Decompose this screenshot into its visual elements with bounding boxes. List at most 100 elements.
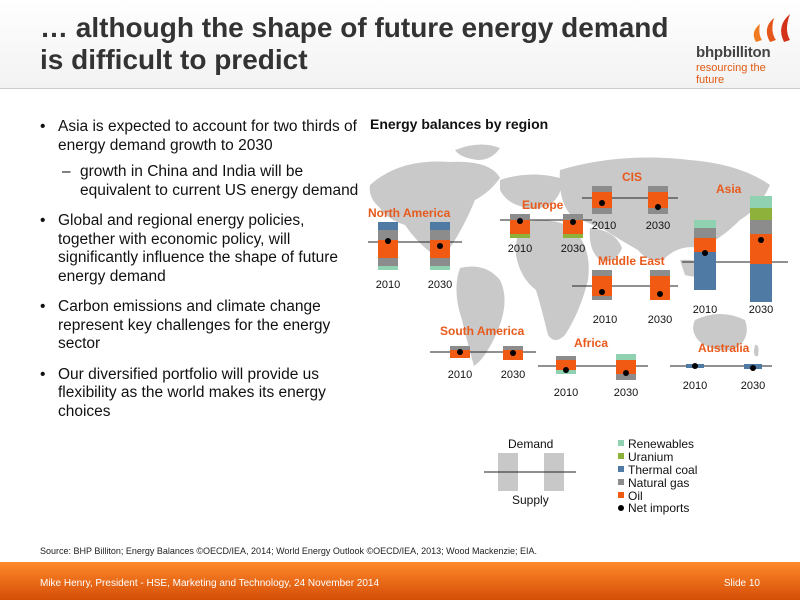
bullet-item: • Our diversified portfolio will provide … bbox=[40, 365, 326, 420]
bar-group-middle-east bbox=[592, 270, 670, 300]
legend-swatch-natural-gas bbox=[618, 479, 624, 485]
net-imports-marker bbox=[510, 350, 516, 356]
region-label-cis: CIS bbox=[622, 170, 642, 184]
energy-balance-map: North America Europe CIS Asia Middle Eas… bbox=[368, 144, 788, 515]
demand-supply-key: Demand Supply bbox=[484, 437, 576, 507]
bullet-text: Asia is expected to account for two thir… bbox=[58, 118, 357, 154]
bar-segment-renewables bbox=[694, 220, 716, 228]
bar-segment-gas bbox=[750, 220, 772, 234]
bar-segment-gas bbox=[648, 208, 668, 214]
year-label: 2010 bbox=[693, 304, 717, 316]
legend-label: Oil bbox=[628, 489, 643, 503]
region-label-australia: Australia bbox=[698, 341, 750, 355]
region-label-middle-east: Middle East bbox=[598, 254, 665, 268]
year-label: 2010 bbox=[508, 243, 532, 255]
bar-segment-gas bbox=[563, 214, 583, 220]
slide-footer: Mike Henry, President - HSE, Marketing a… bbox=[0, 562, 800, 600]
net-imports-marker bbox=[758, 237, 764, 243]
bar-segment-gas bbox=[450, 346, 470, 350]
bar-group-south-america bbox=[450, 346, 523, 360]
year-label: 2010 bbox=[448, 369, 472, 381]
bar-segment-gas bbox=[556, 356, 576, 360]
bar-segment-gas bbox=[592, 296, 612, 300]
bullet-item: • Carbon emissions and climate change rep… bbox=[40, 298, 331, 352]
bar-segment-coal bbox=[694, 252, 716, 290]
net-imports-marker bbox=[457, 349, 463, 355]
bullet-item: • Asia is expected to account for two thi… bbox=[40, 118, 357, 154]
net-imports-marker bbox=[563, 367, 569, 373]
net-imports-marker bbox=[599, 200, 605, 206]
bar-segment-coal bbox=[378, 222, 398, 230]
bar-segment-oil bbox=[563, 220, 583, 234]
year-label: 2010 bbox=[376, 279, 400, 291]
bar-segment-oil bbox=[648, 192, 668, 208]
sub-bullet-text: growth in China and India will be equiva… bbox=[80, 163, 359, 199]
bar-segment-gas bbox=[694, 228, 716, 238]
legend-swatch-thermal-coal bbox=[618, 466, 624, 472]
net-imports-marker bbox=[385, 238, 391, 244]
slide-header: … although the shape of future energy de… bbox=[0, 0, 800, 88]
net-imports-marker bbox=[702, 250, 708, 256]
bar-segment-gas bbox=[430, 230, 450, 240]
bar-group-cis bbox=[592, 186, 668, 214]
legend-swatch-uranium bbox=[618, 453, 624, 459]
bar-segment-gas bbox=[378, 230, 398, 240]
footer-presenter: Mike Henry, President - HSE, Marketing a… bbox=[40, 578, 380, 589]
logo-tagline: resourcing the future bbox=[696, 62, 766, 86]
bar-segment-oil bbox=[694, 238, 716, 252]
legend-swatch-renewables bbox=[618, 440, 624, 446]
region-label-africa: Africa bbox=[574, 336, 608, 350]
bar-segment-oil bbox=[750, 234, 772, 264]
year-label: 2010 bbox=[593, 314, 617, 326]
net-imports-marker bbox=[517, 218, 523, 224]
source-note: Source: BHP Billiton; Energy Balances ©O… bbox=[40, 546, 537, 556]
key-supply-label: Supply bbox=[512, 493, 549, 507]
bar-segment-renewables bbox=[378, 266, 398, 270]
bar-segment-uranium bbox=[750, 208, 772, 220]
year-label: 2030 bbox=[749, 304, 773, 316]
bar-segment-oil bbox=[510, 220, 530, 234]
legend-swatch-oil bbox=[618, 492, 624, 498]
bullet-list: • Asia is expected to account for two thi… bbox=[40, 118, 360, 433]
region-label-south-america: South America bbox=[440, 324, 525, 338]
bar-segment-gas bbox=[592, 186, 612, 192]
bar-segment-gas bbox=[430, 258, 450, 266]
bar-group-asia bbox=[694, 196, 772, 302]
net-imports-marker bbox=[750, 365, 756, 371]
bar-segment-oil bbox=[616, 360, 636, 374]
year-label: 2030 bbox=[646, 220, 670, 232]
year-label: 2030 bbox=[648, 314, 672, 326]
bar-segment-gas bbox=[650, 270, 670, 276]
bar-group-europe bbox=[510, 214, 583, 238]
bar-segment-oil bbox=[556, 360, 576, 370]
key-demand-label: Demand bbox=[508, 437, 553, 451]
bar-segment-gas bbox=[616, 374, 636, 380]
year-label: 2030 bbox=[428, 279, 452, 291]
bar-group-africa bbox=[556, 354, 636, 380]
net-imports-marker bbox=[692, 363, 698, 369]
logo-mark-icon bbox=[753, 14, 790, 42]
bar-segment-gas bbox=[503, 346, 523, 350]
bar-group-australia bbox=[686, 363, 762, 371]
net-imports-marker bbox=[570, 219, 576, 225]
bar-segment-renewables bbox=[750, 196, 772, 208]
year-label: 2030 bbox=[614, 387, 638, 399]
year-label: 2030 bbox=[741, 380, 765, 392]
legend-label: Net imports bbox=[628, 501, 689, 515]
net-imports-marker bbox=[623, 370, 629, 376]
region-label-north-america: North America bbox=[368, 206, 451, 220]
bullet-item: • Global and regional energy policies, to… bbox=[40, 212, 339, 285]
year-label: 2010 bbox=[683, 380, 707, 392]
legend-label: Uranium bbox=[628, 450, 673, 464]
bullet-text: Our diversified portfolio will provide u… bbox=[58, 365, 326, 420]
legend-label: Thermal coal bbox=[628, 463, 697, 477]
bar-segment-oil bbox=[592, 276, 612, 296]
bar-group-north-america bbox=[378, 222, 450, 270]
bar-segment-renewables bbox=[430, 266, 450, 270]
title-line-1: … although the shape of future energy de… bbox=[40, 12, 669, 43]
legend-swatch-net-imports bbox=[618, 505, 624, 511]
header-divider bbox=[0, 88, 800, 89]
year-label: 2030 bbox=[561, 243, 585, 255]
title-line-2: is difficult to predict bbox=[40, 44, 308, 75]
bar-segment-gas bbox=[378, 258, 398, 266]
